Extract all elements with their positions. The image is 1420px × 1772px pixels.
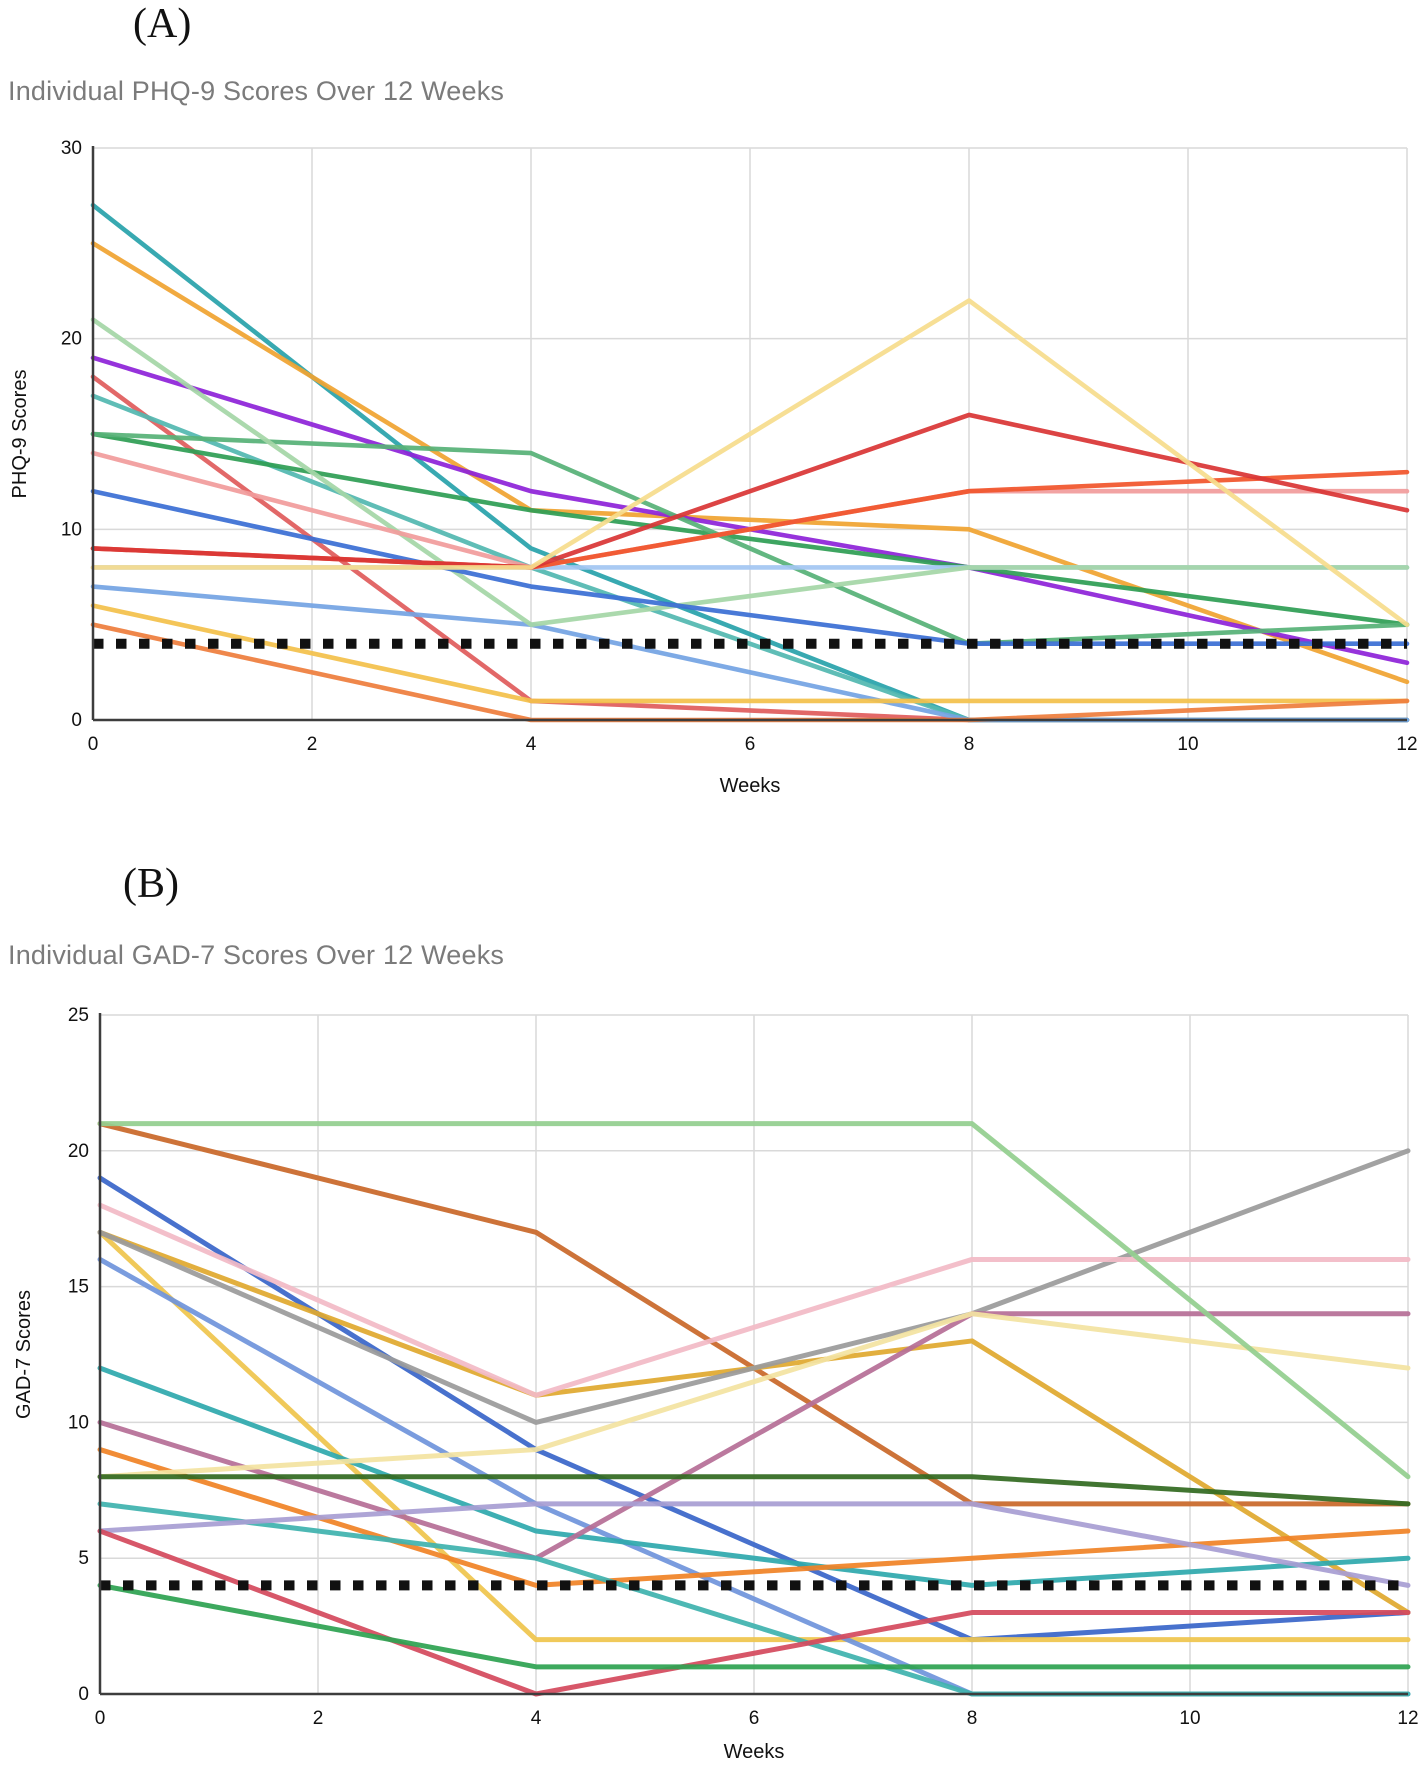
- x-tick-label: 12: [1396, 734, 1417, 755]
- y-tick-label: 5: [78, 1548, 89, 1569]
- x-tick-label: 2: [313, 1708, 324, 1729]
- x-tick-label: 8: [967, 1708, 978, 1729]
- patient-score-line: [97, 1365, 1411, 1588]
- patient-score-line: [97, 1528, 1411, 1697]
- patient-score-line: [97, 1121, 1411, 1480]
- patient-score-line: [97, 1229, 1411, 1643]
- x-tick-label: 0: [95, 1708, 106, 1729]
- patient-score-line: [90, 488, 1410, 647]
- y-tick-label: 0: [71, 710, 82, 731]
- panel-label-b: (B): [123, 861, 179, 907]
- y-axis-label: GAD-7 Scores: [13, 1290, 35, 1419]
- y-tick-label: 25: [68, 1005, 89, 1026]
- x-tick-label: 0: [88, 734, 99, 755]
- x-tick-label: 4: [526, 734, 537, 755]
- patient-score-line: [97, 1582, 1411, 1670]
- patient-score-line: [90, 603, 1410, 704]
- y-tick-label: 20: [68, 1141, 89, 1162]
- patient-score-line: [90, 241, 1410, 685]
- y-axis-label: PHQ-9 Scores: [9, 370, 31, 499]
- patient-score-line: [97, 1474, 1411, 1507]
- x-axis-label: Weeks: [724, 1741, 785, 1763]
- x-tick-label: 10: [1177, 734, 1198, 755]
- x-tick-label: 8: [964, 734, 975, 755]
- y-tick-label: 30: [61, 138, 82, 159]
- x-tick-label: 6: [745, 734, 756, 755]
- patient-score-line: [90, 317, 1410, 627]
- x-tick-label: 12: [1397, 1708, 1418, 1729]
- y-tick-label: 15: [68, 1277, 89, 1298]
- gad7-chart-title: Individual GAD-7 Scores Over 12 Weeks: [8, 940, 505, 970]
- patient-score-line: [97, 1501, 1411, 1588]
- phq9-chart-title: Individual PHQ-9 Scores Over 12 Weeks: [8, 76, 505, 106]
- x-axis-label: Weeks: [720, 775, 781, 797]
- y-tick-label: 10: [61, 519, 82, 540]
- x-tick-label: 2: [307, 734, 318, 755]
- x-tick-label: 6: [749, 1708, 760, 1729]
- x-tick-label: 4: [531, 1708, 542, 1729]
- y-tick-label: 20: [61, 329, 82, 350]
- phq9-line-chart: 0 2 4 6 8 10 12 0 10 20 30 Weeks PHQ-9 Scores: [9, 138, 1418, 797]
- patient-score-line: [97, 1311, 1411, 1561]
- patient-score-line: [90, 431, 1410, 647]
- x-tick-label: 10: [1179, 1708, 1200, 1729]
- patient-score-line: [97, 1311, 1411, 1480]
- y-tick-label: 0: [78, 1684, 89, 1705]
- panel-label-a: (A): [133, 1, 192, 47]
- y-tick-label: 10: [68, 1412, 89, 1433]
- patient-score-line: [90, 298, 1410, 627]
- patient-score-line: [97, 1202, 1411, 1398]
- gad7-line-chart: 0 2 4 6 8 10 12 0 5 10 15 20 25 Weeks GAD-7 Scores: [13, 1005, 1419, 1763]
- patient-score-line: [97, 1148, 1411, 1425]
